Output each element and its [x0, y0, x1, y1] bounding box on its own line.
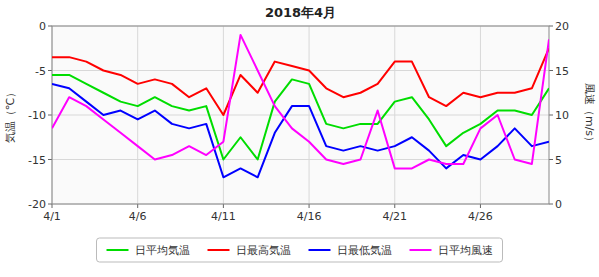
y-tick-label: -10	[28, 109, 46, 122]
y2-tick-label: 10	[555, 109, 569, 122]
y-tick	[48, 26, 52, 27]
legend-label: 日平均風速	[438, 244, 493, 257]
legend-swatch	[107, 249, 129, 251]
x-tick-label: 4/6	[129, 210, 147, 223]
legend: 日平均気温 日最高気温 日最低気温 日平均風速	[97, 238, 503, 262]
legend-label: 日平均気温	[135, 244, 190, 257]
y2-tick	[549, 70, 553, 71]
x-tick	[137, 204, 138, 208]
y-axis-label: 気温（℃）	[4, 87, 17, 143]
y-tick-label: -15	[28, 154, 46, 167]
y-tick-label: -20	[28, 198, 46, 211]
y2-axis-label: 風速（m/s）	[583, 83, 596, 147]
legend-swatch	[309, 249, 331, 251]
series-line	[52, 75, 549, 160]
y2-tick-label: 15	[555, 65, 569, 78]
x-tick-label: 4/1	[43, 210, 61, 223]
x-tick-label: 4/21	[382, 210, 407, 223]
y2-tick	[549, 115, 553, 116]
grid-line-y	[52, 159, 549, 160]
legend-swatch	[208, 249, 230, 251]
x-tick	[394, 204, 395, 208]
plot-area	[52, 26, 549, 204]
y-tick-label: -5	[35, 65, 46, 78]
series-line	[52, 48, 549, 115]
y-tick	[48, 115, 52, 116]
y2-tick-label: 0	[555, 198, 562, 211]
x-tick-label: 4/11	[211, 210, 236, 223]
title: 2018年4月	[265, 5, 336, 20]
chart: 4/1 4/6 4/11 4/16 4/21 4/26 0 -5 -10 -15 -20 0 5 10 15…	[0, 0, 599, 277]
x-tick-label: 4/16	[297, 210, 322, 223]
grid-line-y	[52, 70, 549, 71]
y2-tick	[549, 204, 553, 205]
y-tick	[48, 159, 52, 160]
x-tick	[52, 204, 53, 208]
legend-label: 日最高気温	[236, 244, 291, 257]
y-tick-label: 0	[39, 20, 46, 33]
y2-tick	[549, 159, 553, 160]
x-tick	[480, 204, 481, 208]
plot-frame	[52, 26, 549, 204]
legend-swatch	[410, 249, 432, 251]
y2-tick-label: 20	[555, 20, 569, 33]
x-tick	[223, 204, 224, 208]
legend-label: 日最低気温	[337, 244, 392, 257]
y-tick	[48, 70, 52, 71]
series-line	[52, 84, 549, 177]
y2-tick-label: 5	[555, 154, 562, 167]
legend-box	[97, 238, 503, 262]
series-line	[52, 35, 549, 169]
x-tick	[309, 204, 310, 208]
x-tick-label: 4/26	[468, 210, 493, 223]
y-tick	[48, 204, 52, 205]
grid	[52, 26, 549, 204]
series-group	[52, 35, 549, 177]
y2-tick	[549, 26, 553, 27]
